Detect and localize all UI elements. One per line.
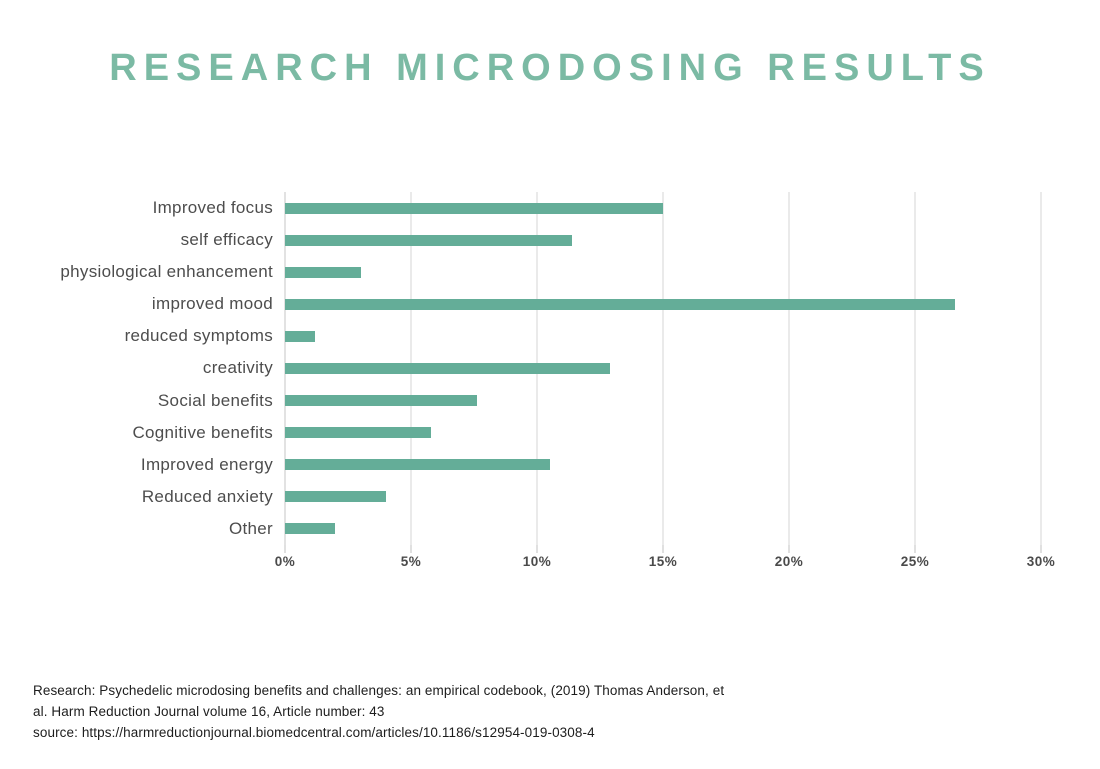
bar — [285, 330, 316, 342]
x-tick-label: 20% — [774, 554, 804, 569]
citation-line-3: source: https://harmreductionjournal.bio… — [33, 725, 595, 740]
page-title: RESEARCH MICRODOSING RESULTS — [109, 47, 991, 89]
x-tick-label: 10% — [522, 554, 552, 569]
source-citation: Research: Psychedelic microdosing benefi… — [33, 680, 724, 743]
bar — [285, 523, 336, 535]
y-axis-label: Reduced anxiety — [141, 486, 273, 506]
x-tick-label: 5% — [400, 554, 422, 569]
plot-area: 0% 5% 10% 15% 20% 25% 30% — [275, 192, 1055, 569]
y-axis-label: Social benefits — [157, 390, 273, 410]
x-tick-mark — [1040, 545, 1042, 553]
y-axis-labels: Improved focus self efficacy physiological… — [0, 192, 273, 545]
y-axis-label: creativity — [202, 358, 273, 378]
bar — [285, 266, 361, 278]
y-axis-label: Improved energy — [140, 454, 273, 474]
x-tick-mark — [284, 545, 286, 553]
x-tick-label: 25% — [900, 554, 930, 569]
bar — [285, 395, 477, 407]
bar — [285, 491, 386, 503]
grid-line — [662, 192, 664, 545]
bar — [285, 298, 956, 310]
y-axis-label: Improved focus — [152, 198, 273, 218]
x-tick-mark — [788, 545, 790, 553]
y-axis-label: self efficacy — [180, 230, 273, 250]
x-tick-label: 15% — [648, 554, 678, 569]
x-tick-mark — [536, 545, 538, 553]
x-tick-label: 30% — [1026, 554, 1056, 569]
citation-line-1: Research: Psychedelic microdosing benefi… — [33, 683, 725, 698]
y-axis-label: Other — [228, 518, 273, 538]
bar — [285, 202, 663, 214]
bar — [285, 234, 573, 246]
citation-line-2: al. Harm Reduction Journal volume 16, Ar… — [33, 704, 385, 719]
bar — [285, 427, 432, 439]
x-tick-mark — [662, 545, 664, 553]
y-axis-label: improved mood — [151, 294, 273, 314]
y-axis-label: Cognitive benefits — [132, 422, 273, 442]
x-tick-mark — [914, 545, 916, 553]
bar — [285, 459, 550, 471]
grid-line — [914, 192, 916, 545]
x-tick-label: 0% — [274, 554, 296, 569]
y-axis-label: physiological enhancement — [60, 262, 273, 282]
y-axis-label: reduced symptoms — [124, 326, 273, 346]
x-tick-mark — [410, 545, 412, 553]
bar — [285, 363, 611, 374]
grid-line — [788, 192, 790, 545]
grid-line — [1040, 192, 1042, 545]
